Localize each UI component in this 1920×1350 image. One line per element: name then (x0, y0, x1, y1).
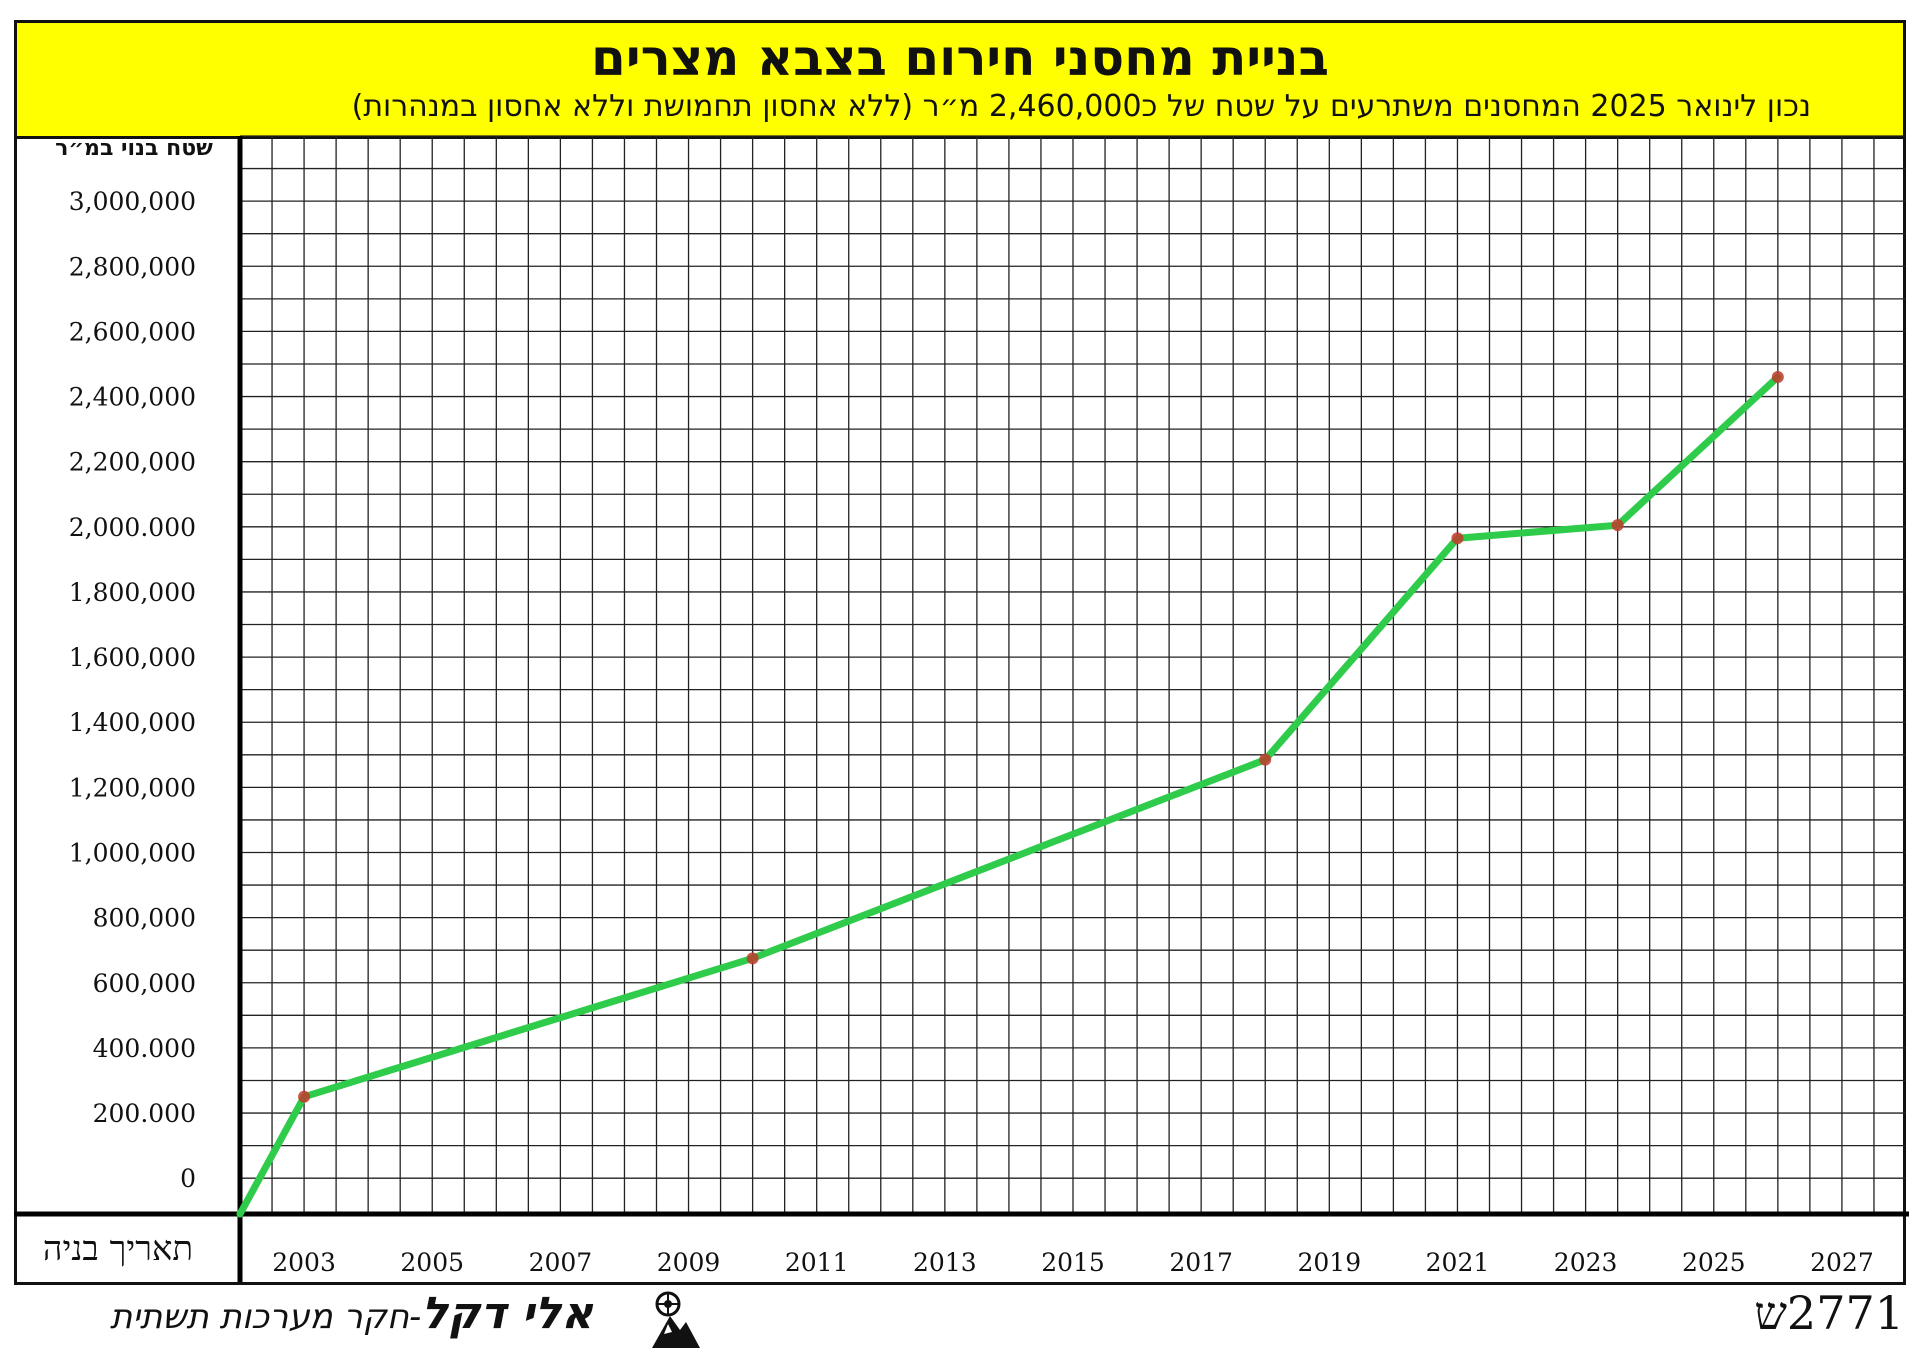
mountain-logo-icon (652, 1291, 700, 1348)
y-tick-label: 1,800,000 (69, 578, 196, 607)
document-code: 2771ש (1754, 1286, 1904, 1340)
y-tick-label: 200.000 (93, 1099, 196, 1128)
y-tick-labels: 0 200.000 400.000 600,000 800,000 1,000,000 1,… (69, 187, 196, 1193)
data-point (746, 952, 759, 965)
axes (14, 136, 1909, 1282)
chart-frame: בניית מחסני חירום בצבא מצרים נכון לינואר… (14, 20, 1906, 1285)
y-tick-label: 1,200,000 (69, 773, 196, 802)
data-point (1771, 371, 1784, 384)
chart-title: בניית מחסני חירום בצבא מצרים (591, 29, 1329, 87)
y-tick-label: 3,000,000 (69, 187, 196, 216)
y-tick-label: 2,200,000 (69, 448, 196, 477)
data-point (1611, 519, 1624, 532)
series (236, 371, 1784, 1218)
x-tick-label: 2019 (1297, 1248, 1361, 1277)
chart-subtitle: נכון לינואר 2025 המחסנים משתרעים על שטח … (351, 89, 1811, 124)
y-tick-label: 400.000 (93, 1034, 196, 1063)
x-tick-label: 2025 (1682, 1248, 1746, 1277)
y-tick-label: 0 (180, 1164, 196, 1193)
y-tick-label: 2,600,000 (69, 317, 196, 346)
footer-author: אלי דקל-חקר מערכות תשתית (110, 1288, 593, 1339)
data-point (1451, 532, 1464, 545)
x-tick-label: 2013 (913, 1248, 977, 1277)
y-tick-label: 1,600,000 (69, 643, 196, 672)
author-name: אלי דקל (421, 1288, 594, 1339)
grid (240, 135, 1906, 1214)
y-tick-label: 2,400,000 (69, 383, 196, 412)
x-tick-label: 2023 (1554, 1248, 1618, 1277)
x-tick-label: 2011 (785, 1248, 849, 1277)
y-tick-label: 2,800,000 (69, 252, 196, 281)
y-tick-label: 800,000 (93, 904, 196, 933)
x-tick-label: 2005 (400, 1248, 464, 1277)
author-role: -חקר מערכות תשתית (110, 1297, 422, 1337)
x-tick-label: 2009 (657, 1248, 721, 1277)
y-tick-label: 600,000 (93, 969, 196, 998)
x-tick-label: 2017 (1169, 1248, 1233, 1277)
y-tick-label: 1,400,000 (69, 708, 196, 737)
chart-plot: 0 200.000 400.000 600,000 800,000 1,000,000 1,… (14, 135, 1909, 1282)
x-tick-labels: 2003 2005 2007 2009 2011 2013 2015 2017 2019 2021… (272, 1248, 1873, 1277)
x-tick-label: 2015 (1041, 1248, 1105, 1277)
x-tick-label: 2021 (1426, 1248, 1490, 1277)
y-tick-label: 2,000.000 (69, 513, 196, 542)
x-tick-label: 2027 (1810, 1248, 1874, 1277)
data-point (1259, 753, 1272, 766)
chart-header: בניית מחסני חירום בצבא מצרים נכון לינואר… (17, 23, 1903, 139)
x-tick-label: 2007 (529, 1248, 593, 1277)
y-tick-label: 1,000,000 (69, 838, 196, 867)
x-axis-title: תאריך בניה (43, 1229, 193, 1269)
y-axis-title: שטח בנוי במ״ר (55, 136, 213, 161)
data-point (298, 1090, 311, 1103)
x-tick-label: 2003 (272, 1248, 336, 1277)
